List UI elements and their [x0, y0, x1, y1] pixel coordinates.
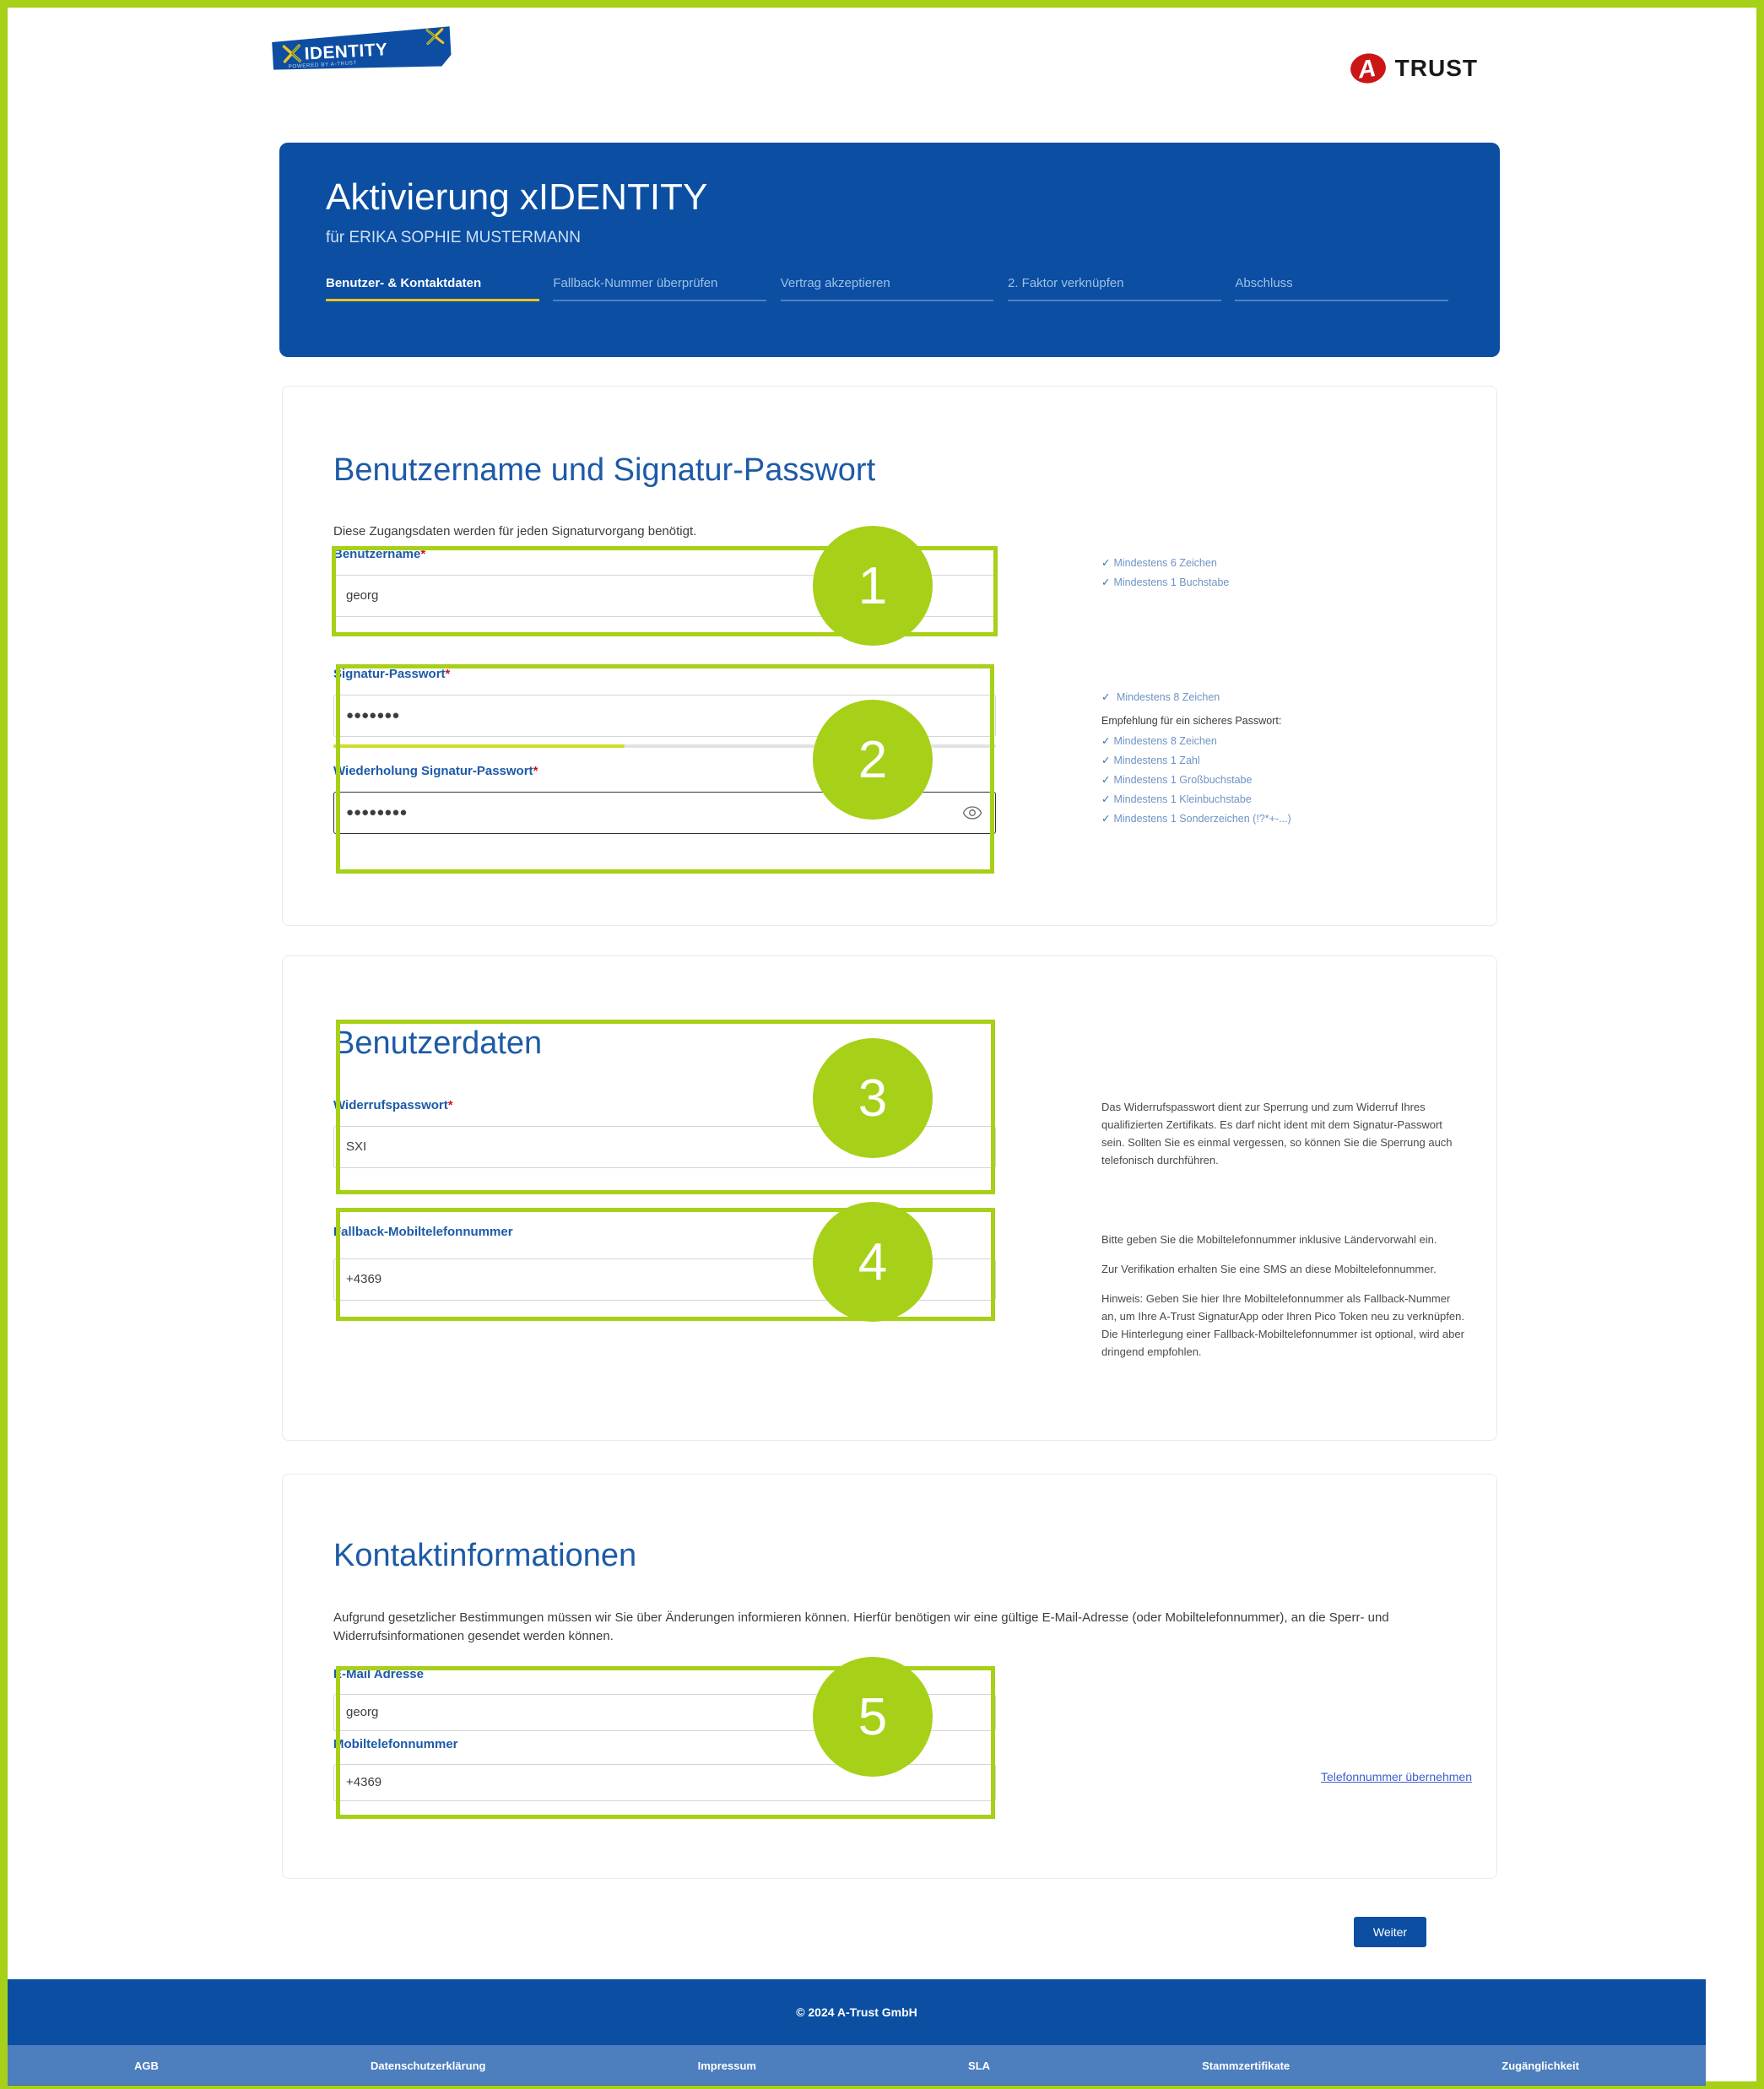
svg-text:A: A	[1355, 55, 1377, 84]
